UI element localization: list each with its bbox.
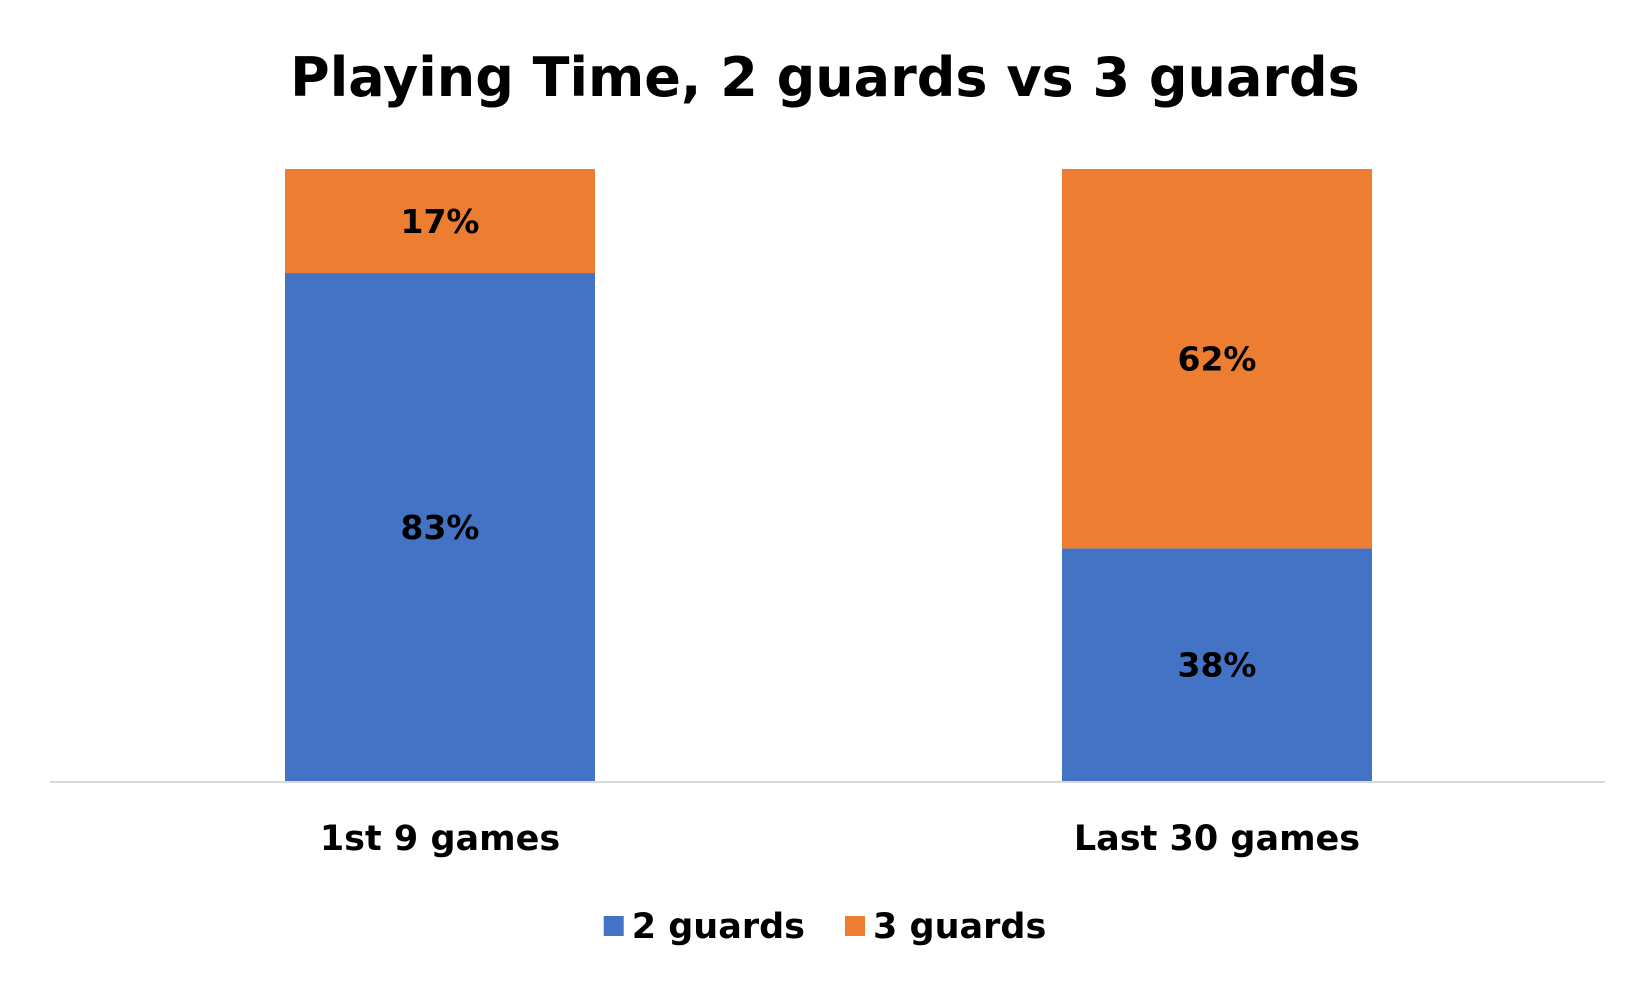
legend-item-two-guards: 2 guards (603, 907, 805, 947)
legend-label: 3 guards (873, 907, 1046, 947)
legend-item-three-guards: 3 guards (845, 907, 1046, 947)
data-label: 17% (401, 202, 480, 241)
legend-label: 2 guards (632, 907, 805, 947)
bar-two-guards-first-9 (285, 273, 595, 781)
x-tick-label: Last 30 games (1074, 819, 1360, 859)
chart-title: Playing Time, 2 guards vs 3 guards (290, 46, 1360, 109)
bar-three-guards-last-30 (1062, 169, 1372, 549)
data-label: 38% (1178, 646, 1257, 685)
x-tick-labels: 1st 9 games Last 30 games (320, 819, 1360, 859)
data-label: 62% (1178, 340, 1257, 379)
bars-layer: 83% 17% 38% 62% (285, 169, 1372, 781)
data-label: 83% (401, 508, 480, 547)
x-tick-label: 1st 9 games (320, 819, 560, 859)
bar-three-guards-first-9 (285, 169, 595, 274)
legend-swatch (603, 916, 624, 936)
legend-swatch (845, 916, 865, 936)
legend: 2 guards 3 guards (603, 907, 1046, 947)
bar-two-guards-last-30 (1062, 548, 1372, 781)
